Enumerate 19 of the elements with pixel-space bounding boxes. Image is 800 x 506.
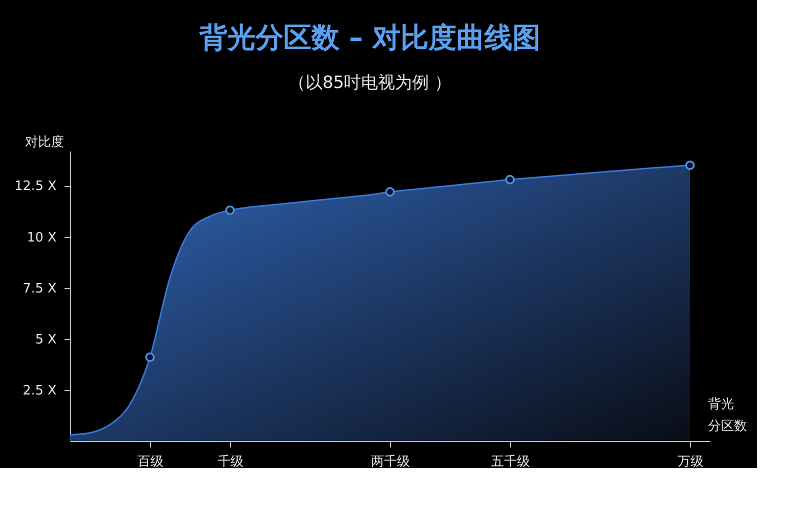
point xyxy=(225,205,235,215)
y-tick-label: 12.5 X xyxy=(14,179,57,194)
y-tick-label: 2.5 X xyxy=(22,383,57,398)
chart-title: 背光分区数 – 对比度曲线图 xyxy=(198,21,541,54)
y-axis-title: 对比度 xyxy=(25,134,64,150)
x-tick-label: 两千级 xyxy=(371,454,410,470)
x-tick-label: 五千级 xyxy=(491,454,530,470)
chart-subtitle: （以85吋电视为例 ） xyxy=(288,73,452,93)
point xyxy=(145,352,155,362)
y-tick-label: 7.5 X xyxy=(22,281,57,296)
point xyxy=(385,187,395,197)
point xyxy=(685,160,695,170)
y-tick-label: 10 X xyxy=(26,230,57,246)
x-tick-label: 千级 xyxy=(218,454,244,470)
point xyxy=(505,174,515,184)
y-tick-label: 5 X xyxy=(35,332,57,348)
x-tick-label: 万级 xyxy=(678,454,704,470)
x-tick-label: 百级 xyxy=(138,454,164,470)
x-axis-title: 背光分区数 xyxy=(708,397,747,434)
